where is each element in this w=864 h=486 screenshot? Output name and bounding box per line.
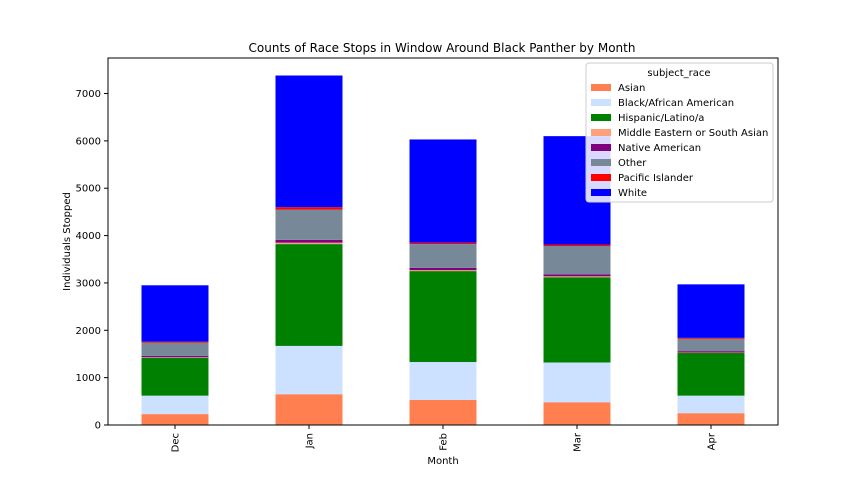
- y-axis-title: Individuals Stopped: [62, 192, 73, 291]
- x-axis: Dec Jan Feb Mar Apr: [171, 425, 718, 452]
- bar-feb-series-3: [409, 270, 477, 272]
- y-tick-label: 0: [95, 421, 101, 432]
- legend-label: Hispanic/Latino/a: [618, 113, 704, 124]
- bar-mar-series-0: [543, 402, 611, 425]
- bar-feb-series-5: [409, 244, 477, 268]
- bar-mar-series-1: [543, 362, 611, 403]
- legend-label: Pacific Islander: [618, 173, 694, 184]
- bar-feb-series-1: [409, 362, 477, 400]
- bar-jan-series-0: [275, 394, 343, 425]
- bar-feb-series-0: [409, 399, 477, 425]
- bar-apr-series-2: [677, 353, 745, 396]
- bar-apr-series-4: [677, 351, 745, 353]
- legend-swatch: [591, 114, 611, 121]
- legend-swatch: [591, 174, 611, 181]
- bar-apr-series-6: [677, 337, 745, 339]
- legend-title: subject_race: [647, 68, 710, 79]
- bar-dec-series-2: [141, 357, 209, 396]
- bar-feb-series-2: [409, 271, 477, 363]
- bar-jan-series-6: [275, 207, 343, 210]
- x-tick-label-jan: Jan: [305, 433, 316, 449]
- y-tick-label: 2000: [76, 326, 101, 337]
- y-tick-label: 5000: [76, 184, 101, 195]
- legend-label: Native American: [618, 143, 701, 154]
- y-tick-label: 1000: [76, 373, 101, 384]
- legend-swatch: [591, 189, 611, 196]
- x-tick-label-mar: Mar: [573, 432, 584, 452]
- legend-swatch: [591, 129, 611, 136]
- bar-jan-series-7: [275, 75, 343, 208]
- legend-items: Asian Black/African American Hispanic/Lati…: [591, 83, 768, 199]
- legend-label: Black/African American: [618, 98, 734, 109]
- legend-swatch: [591, 159, 611, 166]
- bar-mar-series-2: [543, 277, 611, 363]
- y-axis: 0 1000 2000 3000 4000 5000 6000 7000: [76, 89, 108, 432]
- bar-jan-series-3: [275, 242, 343, 245]
- bars-group: [141, 75, 745, 425]
- legend-label: Asian: [618, 83, 645, 94]
- bar-mar-series-5: [543, 246, 611, 275]
- bar-apr-series-1: [677, 395, 745, 414]
- y-tick-label: 7000: [76, 89, 101, 100]
- bar-feb-series-7: [409, 139, 477, 243]
- bar-jan-series-4: [275, 239, 343, 243]
- legend-swatch: [591, 144, 611, 151]
- bar-jan-series-5: [275, 209, 343, 240]
- x-tick-label-apr: Apr: [707, 432, 718, 450]
- bar-dec-series-7: [141, 285, 209, 342]
- legend-label: White: [618, 188, 647, 199]
- y-tick-label: 3000: [76, 278, 101, 289]
- bar-dec-series-0: [141, 414, 209, 425]
- bar-dec-series-1: [141, 395, 209, 415]
- chart-title: Counts of Race Stops in Window Around Bl…: [249, 41, 636, 55]
- bar-jan-series-1: [275, 345, 343, 395]
- legend: subject_race Asian Black/African American…: [585, 62, 774, 203]
- bar-feb-series-4: [409, 267, 477, 271]
- legend-swatch: [591, 84, 611, 91]
- bar-dec-series-4: [141, 355, 209, 358]
- bar-apr-series-7: [677, 284, 745, 338]
- x-tick-label-dec: Dec: [171, 433, 182, 452]
- bar-mar-series-3: [543, 276, 611, 278]
- bar-mar-series-4: [543, 274, 611, 277]
- bar-feb-series-6: [409, 242, 477, 245]
- legend-frame: [585, 62, 774, 203]
- bar-apr-series-0: [677, 413, 745, 425]
- bar-dec-series-6: [141, 341, 209, 343]
- y-tick-label: 6000: [76, 136, 101, 147]
- legend-label: Other: [618, 158, 647, 169]
- bar-jan-series-2: [275, 244, 343, 346]
- x-tick-label-feb: Feb: [439, 433, 450, 451]
- y-tick-label: 4000: [76, 231, 101, 242]
- x-axis-title: Month: [427, 456, 458, 467]
- legend-label: Middle Eastern or South Asian: [618, 128, 768, 139]
- legend-swatch: [591, 99, 611, 106]
- bar-apr-series-5: [677, 338, 745, 352]
- bar-mar-series-6: [543, 244, 611, 246]
- bar-dec-series-5: [141, 342, 209, 356]
